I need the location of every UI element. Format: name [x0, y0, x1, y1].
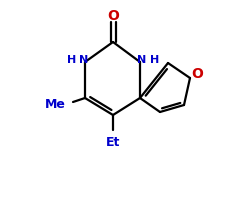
- Text: N: N: [137, 55, 147, 65]
- Text: O: O: [107, 9, 119, 23]
- Text: H: H: [67, 55, 77, 65]
- Text: Et: Et: [106, 137, 120, 149]
- Text: Me: Me: [45, 99, 65, 111]
- Text: N: N: [79, 55, 89, 65]
- Text: H: H: [150, 55, 160, 65]
- Text: O: O: [191, 67, 203, 81]
